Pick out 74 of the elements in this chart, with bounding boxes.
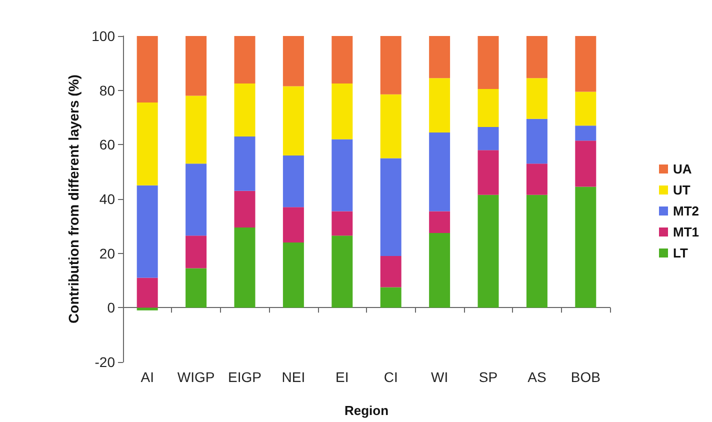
bar: [136, 36, 158, 103]
y-tick-label: 60: [99, 136, 116, 153]
bar: [186, 268, 207, 308]
bar: [526, 36, 548, 78]
bar: [575, 36, 596, 92]
bar: [429, 132, 450, 212]
bar: [186, 164, 207, 236]
x-tick-label: EIGP: [228, 369, 262, 385]
legend-label: MT2: [673, 204, 699, 218]
bar: [332, 211, 353, 236]
x-tick-label: BOB: [570, 369, 600, 385]
bar: [282, 36, 304, 86]
y-axis-title: Contribution from different layers (%): [66, 74, 82, 324]
x-tick-label: NEI: [282, 369, 306, 385]
x-tick-label: EI: [336, 369, 349, 385]
bar: [136, 278, 158, 308]
y-tick-label: -20: [94, 354, 116, 370]
bar: [478, 36, 499, 89]
bar: [186, 96, 207, 164]
bar: [234, 228, 256, 308]
x-tick-label: WI: [430, 369, 448, 385]
bar: [429, 211, 450, 233]
bar: [429, 36, 450, 78]
bar: [186, 236, 207, 268]
legend-label: UA: [673, 162, 692, 176]
bar: [478, 88, 499, 128]
y-tick-label: 20: [99, 245, 116, 262]
x-tick-label: AI: [140, 369, 154, 385]
bar: [234, 84, 256, 137]
bar: [380, 158, 402, 256]
bar: [186, 36, 207, 96]
bar: [282, 156, 304, 208]
bar: [575, 126, 596, 141]
legend-label: LT: [673, 246, 688, 260]
legend-label: MT1: [673, 224, 699, 240]
bar: [380, 94, 402, 158]
bar: [136, 102, 158, 186]
bar: [234, 36, 256, 84]
x-tick-label: CI: [384, 369, 398, 385]
bar: [575, 92, 596, 126]
bar: [526, 194, 548, 308]
x-tick-label: WIGP: [177, 369, 215, 385]
bar: [380, 36, 402, 94]
bar: [332, 236, 353, 308]
bar: [380, 287, 402, 308]
y-tick-label: 80: [99, 82, 116, 98]
bar: [526, 78, 548, 119]
bar: [526, 118, 548, 164]
bar: [575, 140, 596, 187]
bar: [478, 194, 499, 308]
bar: [332, 139, 353, 212]
bar: [526, 164, 548, 195]
bar: [136, 308, 158, 310]
x-tick-label: AS: [528, 369, 546, 385]
bar: [282, 207, 304, 242]
bar: [136, 185, 158, 278]
bar: [478, 150, 499, 195]
bar: [234, 136, 256, 191]
bar: [429, 78, 450, 132]
bar: [478, 127, 499, 150]
bar: [282, 86, 304, 156]
bar: [380, 256, 402, 288]
bar: [429, 232, 450, 308]
bar: [332, 36, 353, 84]
x-tick-label: SP: [478, 369, 498, 385]
legend-label: UT: [673, 182, 690, 198]
y-tick-label: 0: [107, 300, 116, 316]
y-tick-label: 40: [99, 191, 116, 207]
x-axis-title: Region: [344, 403, 389, 418]
bar: [575, 186, 596, 308]
bar: [332, 84, 353, 140]
bar: [282, 242, 304, 308]
bar: [234, 190, 256, 228]
y-tick-label: 100: [92, 28, 116, 44]
